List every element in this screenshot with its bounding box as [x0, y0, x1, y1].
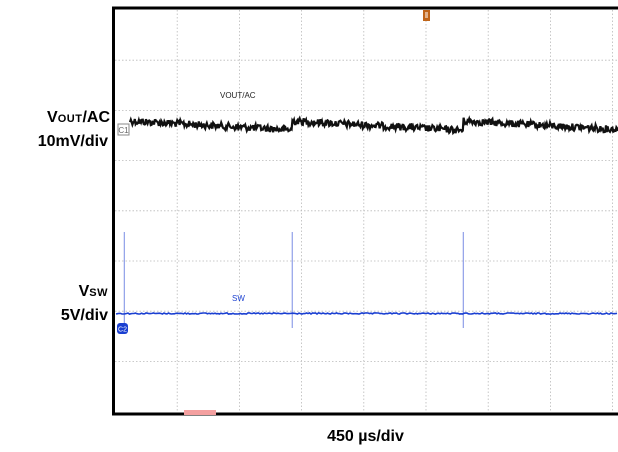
time-scale-label: 450 µs/div [327, 428, 404, 445]
vout-ac-trace [128, 115, 618, 136]
ch2-scale-label: 5V/div [60, 307, 108, 324]
ch2-trace-label: SW [232, 294, 245, 303]
ch1-axis-label: VOUT/AC [47, 109, 110, 126]
ch1-scale-label: 10mV/div [37, 133, 108, 150]
ch1-marker: C1 [117, 123, 130, 136]
svg-text:C1: C1 [118, 126, 129, 135]
horizontal-position-marker [184, 410, 216, 415]
graticule-grid [115, 10, 618, 412]
svg-text:C2: C2 [118, 327, 127, 334]
trigger-marker [423, 10, 430, 21]
ch2-marker: C2 [117, 323, 128, 334]
ch2-axis-label: VSW [78, 283, 108, 300]
ch1-trace-label: VOUT/AC [220, 91, 256, 100]
sw-pulse-group [123, 232, 464, 328]
sw-trace [115, 311, 618, 315]
screen-frame [112, 6, 618, 416]
